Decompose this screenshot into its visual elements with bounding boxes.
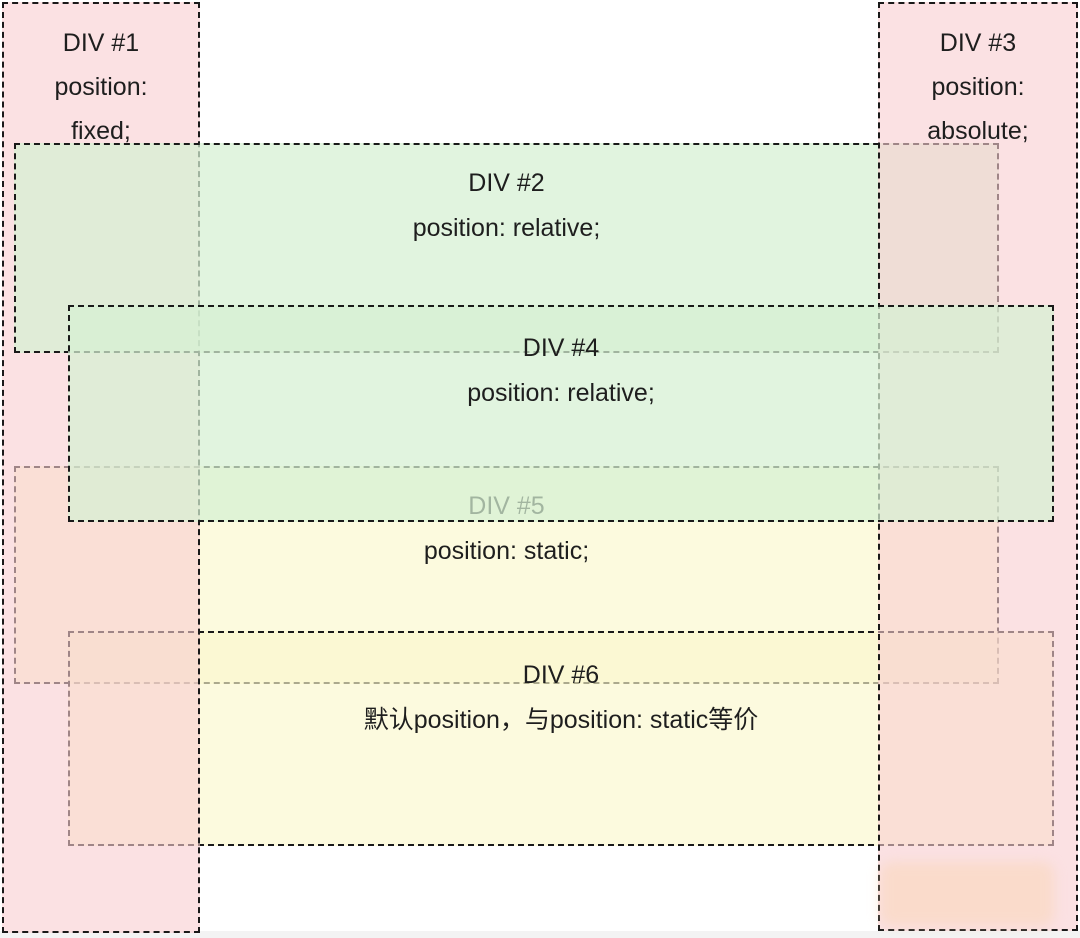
div5-position-text: position: static; — [423, 537, 590, 565]
div4-position-text: position: relative; — [467, 379, 655, 407]
div6-position-text: 默认position，与position: static等价 — [363, 706, 759, 734]
div2-position-text: position: relative; — [412, 214, 601, 242]
div4-relative-box: DIV #4 position: relative; — [68, 305, 1054, 522]
div2-title: DIV #2 — [468, 169, 545, 197]
div1-position-text: position: — [54, 73, 148, 101]
div3-position-text: position: — [931, 73, 1025, 101]
div1-value-text: fixed; — [71, 117, 131, 145]
div6-title: DIV #6 — [522, 661, 600, 689]
bottom-edge-strip — [0, 931, 1080, 938]
div3-title: DIV #3 — [939, 29, 1017, 57]
div1-title: DIV #1 — [62, 29, 140, 57]
watermark-smudge — [880, 862, 1054, 926]
div4-title: DIV #4 — [522, 334, 600, 362]
div3-value-text: absolute; — [927, 117, 1029, 145]
